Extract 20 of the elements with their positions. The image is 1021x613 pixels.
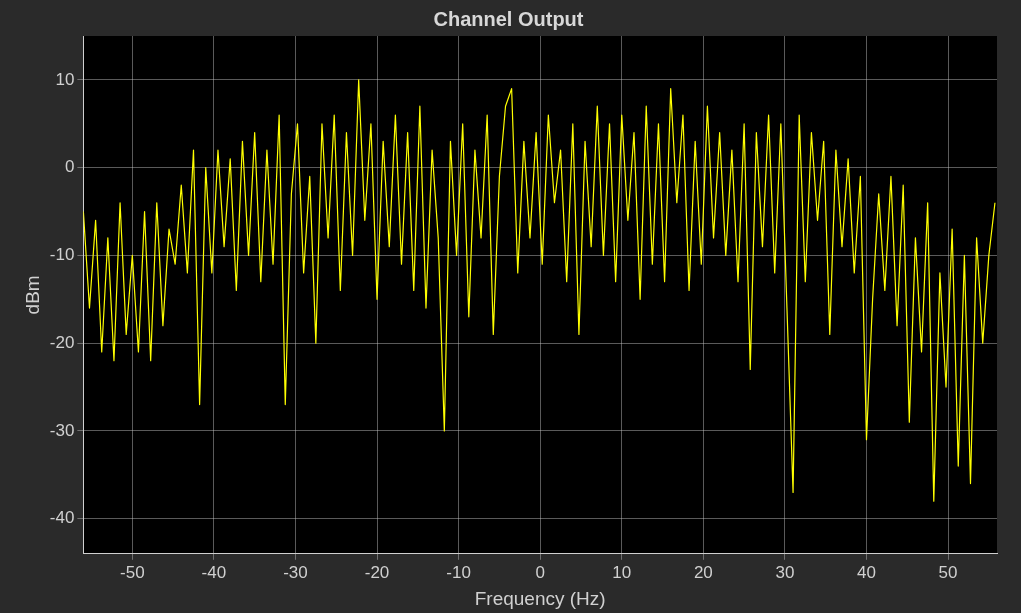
y-tick-label: -30 [49,420,75,440]
y-tick-label: 0 [64,157,75,177]
x-tick-label: 30 [775,562,795,582]
x-tick-label: -30 [283,562,308,582]
chart-title: Channel Output [433,7,584,30]
y-tick-label: 10 [55,69,75,89]
x-tick-label: -20 [364,562,390,582]
x-tick-label: 10 [612,562,632,582]
x-tick-label: 0 [535,562,545,582]
x-axis-title: Frequency (Hz) [474,587,606,609]
x-tick-label: 40 [857,562,876,582]
x-tick-label: -40 [201,562,227,582]
x-tick-label: 50 [938,562,958,582]
x-tick-label: -10 [446,562,471,582]
y-tick-label: -10 [49,245,75,265]
x-tick-label: 20 [693,562,713,582]
y-tick-label: -20 [49,332,75,352]
y-tick-label: -40 [49,508,75,528]
y-axis-title: dBm [21,275,43,315]
x-tick-label: -50 [120,562,145,582]
